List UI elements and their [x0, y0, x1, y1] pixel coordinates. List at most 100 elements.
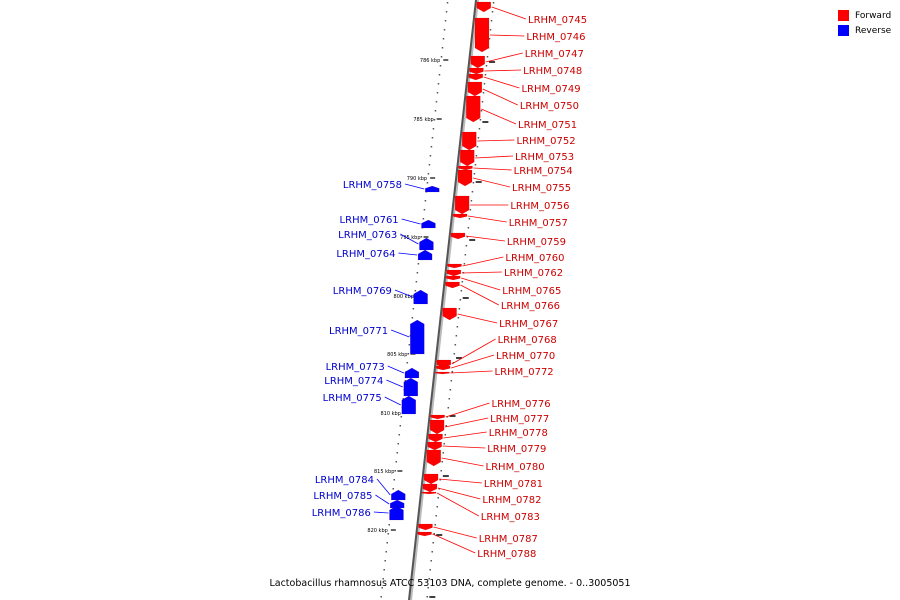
forward-gene: [445, 281, 460, 289]
legend-forward-label: Forward: [855, 10, 892, 21]
forward-gene: [423, 473, 439, 485]
guide-dot: [402, 398, 405, 400]
forward-gene-leader: [491, 6, 527, 20]
guide-dot: [457, 317, 460, 319]
guide-dot: [426, 182, 429, 184]
forward-gene-label: LRHM_0745: [528, 15, 587, 26]
forward-gene-label: LRHM_0777: [490, 414, 549, 425]
forward-gene: [450, 232, 466, 240]
guide-dot: [443, 29, 446, 31]
guide-dot: [428, 578, 430, 580]
guide-dot: [477, 137, 480, 139]
scale-tick-label: 805 kbp: [387, 352, 407, 358]
forward-gene-label: LRHM_0756: [510, 201, 569, 212]
guide-dot: [474, 164, 477, 166]
forward-gene: [421, 491, 437, 495]
guide-dot: [448, 398, 451, 400]
forward-gene-label: LRHM_0772: [495, 367, 554, 378]
reverse-gene-leader: [386, 379, 403, 388]
guide-dot: [445, 425, 448, 427]
reverse-gene-leader: [390, 329, 410, 338]
guide-dot: [455, 335, 458, 337]
guide-dot: [404, 380, 407, 382]
guide-dot: [416, 272, 419, 274]
guide-dot: [475, 155, 478, 157]
guide-dot: [392, 488, 395, 490]
guide-dot: [438, 74, 441, 76]
reverse-gene-leader: [387, 365, 405, 374]
guide-dot: [439, 479, 442, 481]
guide-dot: [447, 407, 450, 409]
forward-gene-leader: [437, 487, 481, 500]
forward-gene-leader: [481, 108, 517, 125]
forward-gene-label: LRHM_0747: [525, 49, 584, 60]
forward-gene: [470, 55, 485, 69]
forward-gene-leader: [451, 354, 495, 369]
forward-gene: [474, 17, 490, 53]
legend-reverse-label: Reverse: [855, 25, 892, 36]
forward-gene-leader: [450, 370, 493, 374]
reverse-gene-label: LRHM_0771: [329, 326, 388, 337]
guide-dot: [430, 560, 432, 562]
reverse-gene: [390, 499, 405, 509]
guide-dot: [432, 542, 434, 544]
forward-gene: [446, 269, 461, 277]
forward-gene-leader: [489, 34, 525, 37]
guide-dot: [441, 461, 444, 463]
forward-gene: [462, 131, 477, 151]
reverse-gene: [425, 185, 440, 193]
forward-gene-label: LRHM_0748: [523, 66, 582, 77]
forward-gene-leader: [441, 457, 484, 467]
forward-gene: [427, 441, 442, 451]
forward-gene-leader: [439, 478, 482, 484]
forward-gene-label: LRHM_0787: [479, 534, 538, 545]
scale-tick-label: 790 kbp: [407, 176, 427, 182]
forward-gene: [466, 95, 481, 123]
guide-dot: [429, 569, 431, 571]
guide-dot: [385, 551, 387, 553]
guide-dot: [444, 434, 447, 436]
forward-gene: [454, 195, 470, 215]
guide-dot: [442, 452, 445, 454]
guide-dot: [436, 92, 439, 94]
forward-gene-label: LRHM_0762: [504, 268, 563, 279]
guide-dot: [456, 326, 459, 328]
guide-dot: [407, 353, 410, 355]
guide-dot: [476, 146, 479, 148]
reverse-gene: [401, 395, 416, 415]
forward-gene-label: LRHM_0780: [486, 462, 545, 473]
guide-dot: [449, 389, 452, 391]
guide-dot: [471, 191, 474, 193]
forward-gene-label: LRHM_0767: [499, 319, 558, 330]
reverse-gene: [421, 219, 436, 229]
guide-dot: [472, 182, 475, 184]
reverse-gene-label: LRHM_0758: [343, 180, 402, 191]
guide-dot: [435, 515, 437, 517]
guide-dot: [382, 578, 384, 580]
guide-dot: [484, 74, 487, 76]
guide-dot: [431, 551, 433, 553]
genome-backbone: [408, 0, 477, 600]
guide-dot: [412, 308, 415, 310]
guide-dot: [417, 263, 420, 265]
forward-gene-label: LRHM_0760: [505, 253, 564, 264]
guide-dot: [380, 596, 382, 598]
guide-dot: [429, 155, 432, 157]
reverse-gene: [419, 237, 434, 251]
forward-gene: [458, 165, 473, 171]
guide-dot: [489, 29, 492, 31]
guide-dot: [386, 542, 388, 544]
reverse-gene-leader: [398, 252, 418, 256]
guide-dot: [451, 371, 454, 373]
guide-dot: [434, 110, 437, 112]
forward-gene: [435, 371, 450, 375]
guide-dot: [469, 209, 472, 211]
guide-dot: [467, 227, 470, 229]
forward-gene: [457, 169, 473, 187]
guide-dot: [470, 200, 473, 202]
guide-dot: [443, 443, 446, 445]
forward-gene-leader: [461, 277, 501, 291]
guide-dot: [395, 461, 398, 463]
forward-gene-leader: [484, 69, 522, 72]
reverse-gene-label: LRHM_0774: [324, 376, 383, 387]
